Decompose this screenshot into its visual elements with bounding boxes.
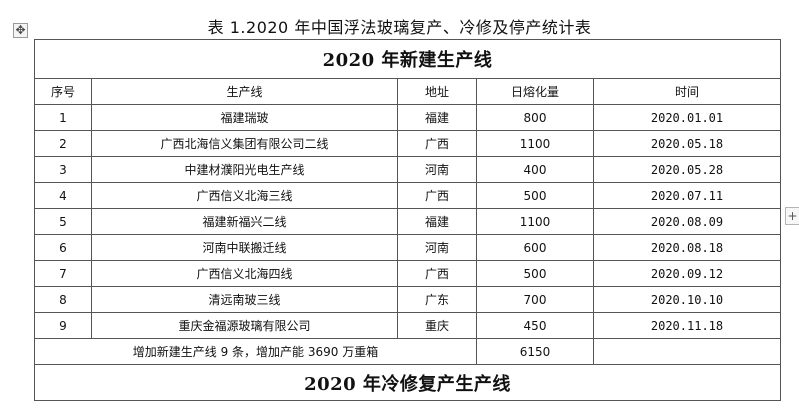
cell-date: 2020.10.10 — [592, 286, 782, 313]
cell-date: 2020.09.12 — [592, 260, 782, 287]
cell-date: 2020.05.28 — [592, 156, 782, 183]
add-column-button[interactable]: + — [785, 207, 799, 225]
cell-location: 福建 — [397, 104, 477, 131]
column-header-no: 序号 — [34, 78, 92, 105]
section-title-cold-repair: 2020 年冷修复产生产线 — [33, 364, 782, 401]
table-row: 5 福建新福兴二线 福建 1100 2020.08.09 — [34, 208, 782, 235]
cell-no: 8 — [34, 286, 92, 313]
summary-capacity: 6150 — [476, 338, 594, 365]
cell-no: 3 — [34, 156, 92, 183]
cell-location: 河南 — [397, 156, 477, 183]
cell-capacity: 600 — [476, 234, 594, 261]
cell-no: 1 — [34, 104, 92, 131]
cell-no: 2 — [34, 130, 92, 157]
cell-location: 广西 — [397, 130, 477, 157]
cell-capacity: 800 — [476, 104, 594, 131]
table-row: 6 河南中联搬迁线 河南 600 2020.08.18 — [34, 234, 782, 261]
cell-no: 5 — [34, 208, 92, 235]
cell-line: 中建材濮阳光电生产线 — [91, 156, 398, 183]
cell-location: 广西 — [397, 260, 477, 287]
summary-row: 增加新建生产线 9 条，增加产能 3690 万重箱 6150 — [34, 338, 782, 365]
table-row: 7 广西信义北海四线 广西 500 2020.09.12 — [34, 260, 782, 287]
cell-location: 广东 — [397, 286, 477, 313]
section-header-row: 2020 年新建生产线 — [33, 39, 782, 79]
cell-capacity: 700 — [476, 286, 594, 313]
summary-text: 增加新建生产线 9 条，增加产能 3690 万重箱 — [34, 338, 477, 365]
column-header-date: 时间 — [592, 78, 782, 105]
table-move-handle[interactable]: ✥ — [13, 23, 28, 38]
cell-date: 2020.08.18 — [592, 234, 782, 261]
statistics-table: 2020 年新建生产线 序号 生产线 地址 日熔化量 时间 1 福建瑞玻 福建 … — [33, 39, 782, 401]
cell-line: 广西北海信义集团有限公司二线 — [91, 130, 398, 157]
table-row: 2 广西北海信义集团有限公司二线 广西 1100 2020.05.18 — [34, 130, 782, 157]
cell-location: 广西 — [397, 182, 477, 209]
cell-capacity: 400 — [476, 156, 594, 183]
summary-empty-cell — [592, 338, 782, 365]
cell-line: 福建瑞玻 — [91, 104, 398, 131]
column-header-location: 地址 — [397, 78, 477, 105]
column-header-capacity: 日熔化量 — [476, 78, 594, 105]
cell-location: 重庆 — [397, 312, 477, 339]
cell-line: 清远南玻三线 — [91, 286, 398, 313]
cell-location: 福建 — [397, 208, 477, 235]
cell-location: 河南 — [397, 234, 477, 261]
cell-no: 4 — [34, 182, 92, 209]
cell-date: 2020.11.18 — [592, 312, 782, 339]
table-row: 1 福建瑞玻 福建 800 2020.01.01 — [34, 104, 782, 131]
cell-date: 2020.01.01 — [592, 104, 782, 131]
cell-capacity: 500 — [476, 260, 594, 287]
cell-no: 9 — [34, 312, 92, 339]
plus-icon: + — [787, 209, 798, 223]
page-title: 表 1.2020 年中国浮法玻璃复产、冷修及停产统计表 — [207, 18, 592, 37]
column-header-line: 生产线 — [91, 78, 398, 105]
cell-line: 福建新福兴二线 — [91, 208, 398, 235]
move-arrows-icon: ✥ — [15, 23, 26, 37]
cell-no: 6 — [34, 234, 92, 261]
table-row: 3 中建材濮阳光电生产线 河南 400 2020.05.28 — [34, 156, 782, 183]
cell-no: 7 — [34, 260, 92, 287]
section-header-row: 2020 年冷修复产生产线 — [33, 364, 782, 401]
cell-capacity: 1100 — [476, 130, 594, 157]
column-header-row: 序号 生产线 地址 日熔化量 时间 — [34, 78, 782, 105]
cell-line: 广西信义北海三线 — [91, 182, 398, 209]
cell-capacity: 450 — [476, 312, 594, 339]
cell-date: 2020.05.18 — [592, 130, 782, 157]
table-row: 9 重庆金福源玻璃有限公司 重庆 450 2020.11.18 — [34, 312, 782, 339]
cell-capacity: 1100 — [476, 208, 594, 235]
cell-capacity: 500 — [476, 182, 594, 209]
cell-date: 2020.08.09 — [592, 208, 782, 235]
cell-line: 河南中联搬迁线 — [91, 234, 398, 261]
table-row: 8 清远南玻三线 广东 700 2020.10.10 — [34, 286, 782, 313]
cell-line: 广西信义北海四线 — [91, 260, 398, 287]
cell-date: 2020.07.11 — [592, 182, 782, 209]
cell-line: 重庆金福源玻璃有限公司 — [91, 312, 398, 339]
table-row: 4 广西信义北海三线 广西 500 2020.07.11 — [34, 182, 782, 209]
section-title-new-lines: 2020 年新建生产线 — [33, 39, 782, 79]
